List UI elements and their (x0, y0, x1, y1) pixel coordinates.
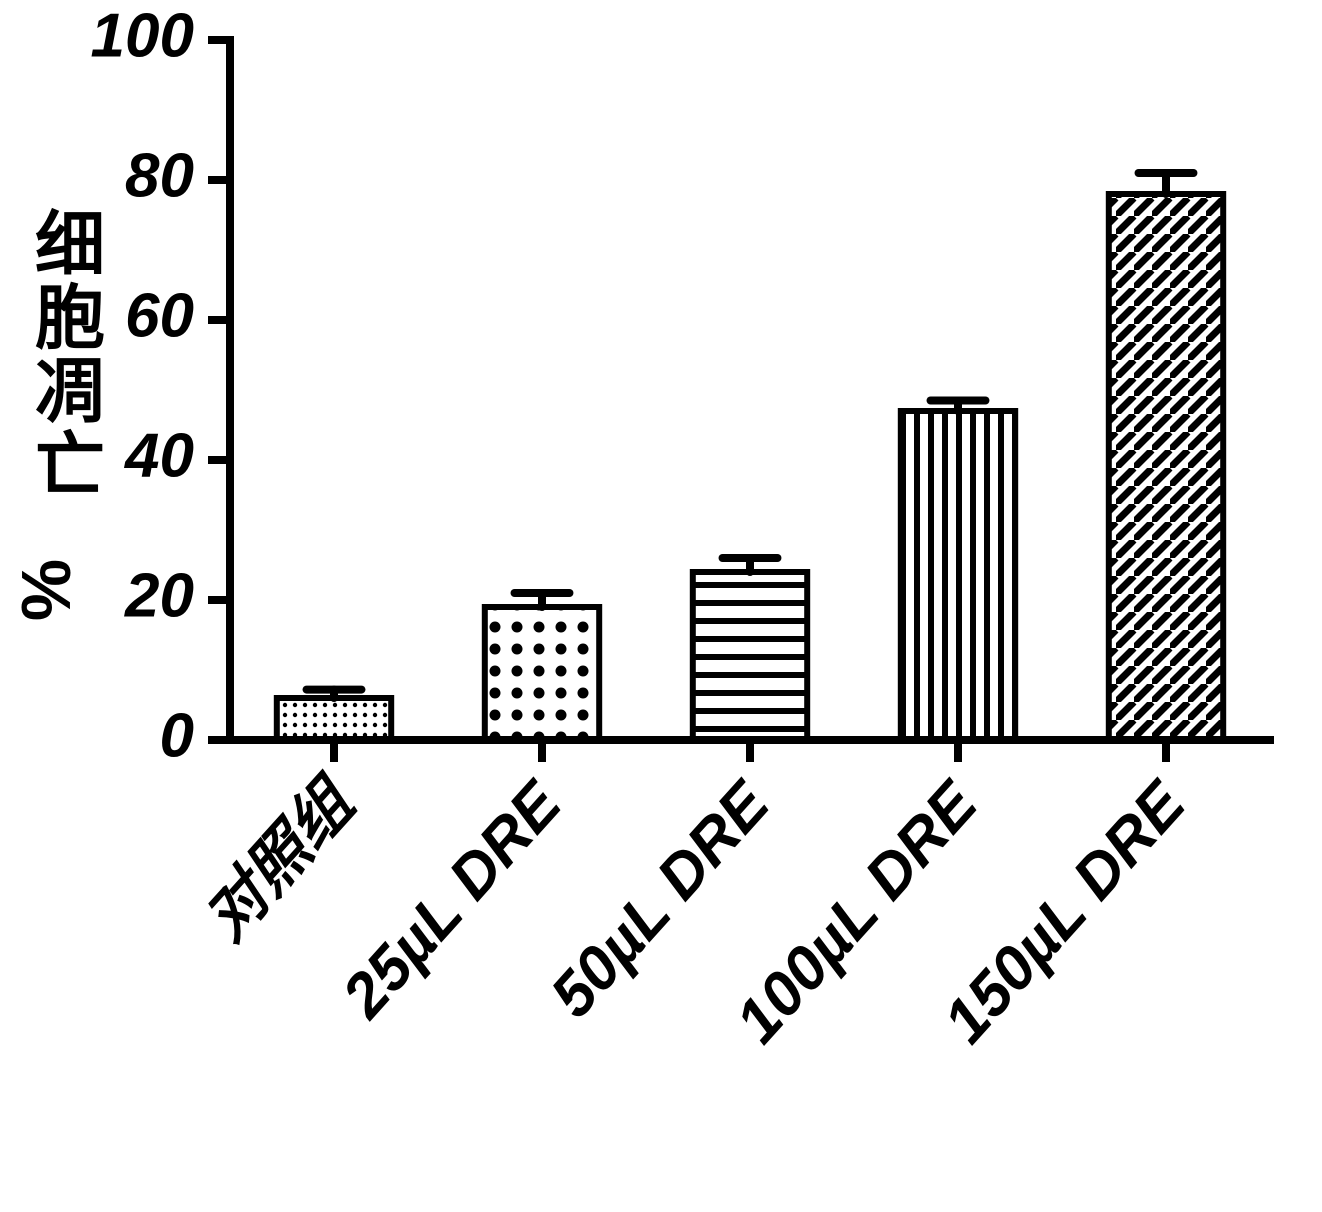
bar (277, 698, 391, 740)
y-axis-label-char: 亡 (35, 426, 105, 504)
x-label: 25µL DRE (329, 768, 576, 1031)
chart-container: 对照组25µL DRE50µL DRE100µL DRE150µL DRE0 20… (0, 0, 1322, 1212)
y-tick-label: 20 (124, 561, 194, 630)
y-tick-label: 60 (125, 281, 194, 350)
bar (901, 411, 1015, 740)
y-axis-label-char: 细 (35, 206, 105, 284)
y-axis-label-char: 凋 (35, 353, 105, 431)
bar-chart: 对照组25µL DRE50µL DRE100µL DRE150µL DRE0 20… (0, 0, 1322, 1212)
bar (693, 572, 807, 740)
bar (1109, 194, 1223, 740)
y-tick-label: 100 (91, 1, 194, 70)
bars-group: 对照组25µL DRE50µL DRE100µL DRE150µL DRE (191, 173, 1223, 1056)
y-tick-label: 80 (125, 141, 194, 210)
y-tick-label: 40 (123, 421, 194, 490)
y-tick-label: 0 (160, 701, 194, 770)
bar (485, 607, 599, 740)
y-axis-label-char: 胞 (35, 279, 105, 357)
y-axis-label-percent: % (7, 559, 85, 621)
x-label: 对照组 (191, 765, 371, 954)
